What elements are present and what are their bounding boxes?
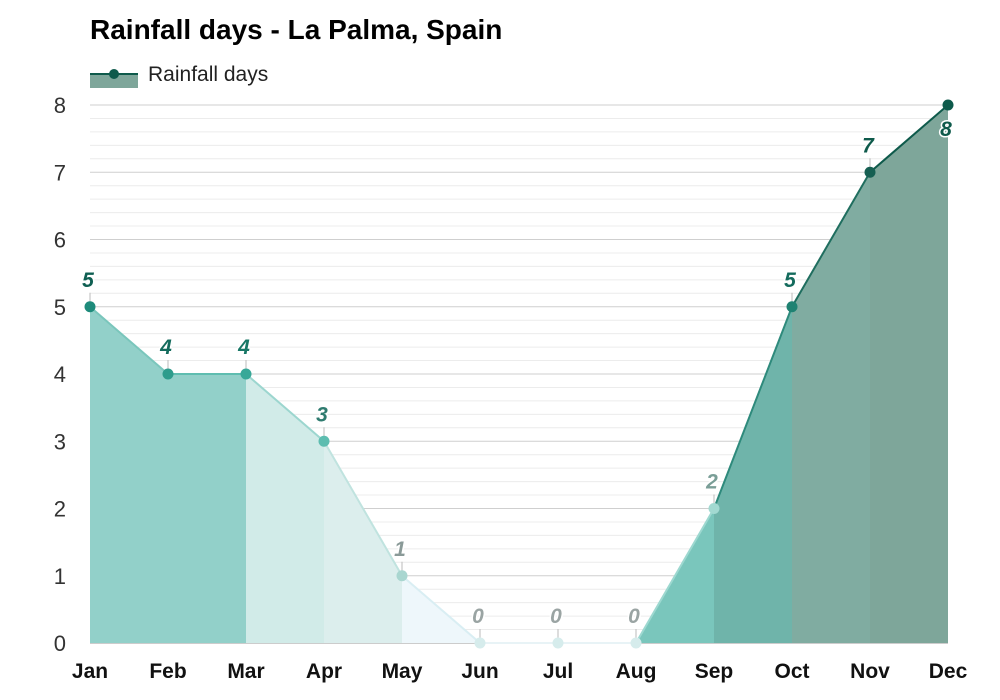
x-tick-label-jun: Jun [461, 660, 498, 683]
chart-title: Rainfall days - La Palma, Spain [90, 14, 503, 45]
area-segment-jan [90, 306, 168, 643]
area-segments [90, 105, 948, 643]
line-segment-jan [89, 305, 169, 375]
data-point-may[interactable] [396, 570, 408, 582]
x-axis-ticks: Jan Feb Mar Apr May Jun Jul Aug Sep Oct Nov Dec [72, 660, 968, 683]
data-point-feb[interactable] [162, 368, 174, 380]
y-axis-ticks: 0 1 2 3 4 5 6 7 8 [54, 93, 66, 656]
data-label-jan: 5 [82, 269, 94, 292]
area-segment-nov [870, 105, 948, 643]
data-point-jun[interactable] [474, 637, 486, 649]
data-label-apr: 3 [316, 403, 328, 426]
data-label-aug: 0 [628, 605, 640, 628]
x-tick-label-feb: Feb [149, 660, 186, 683]
data-point-apr[interactable] [318, 435, 330, 447]
y-tick-label: 1 [54, 564, 66, 589]
line-segment-mar [245, 373, 325, 443]
y-tick-label: 3 [54, 429, 66, 454]
x-tick-label-apr: Apr [306, 660, 342, 683]
x-tick-label-aug: Aug [616, 660, 657, 683]
data-point-aug[interactable] [630, 637, 642, 649]
line-segments [89, 104, 949, 644]
legend-label: Rainfall days [148, 63, 269, 86]
data-point-mar[interactable] [240, 368, 252, 380]
legend[interactable]: Rainfall days [90, 60, 268, 90]
line-segment-nov [869, 104, 949, 174]
data-point-dec[interactable] [942, 99, 954, 111]
data-label-feb: 4 [159, 336, 172, 359]
data-point-jan[interactable] [84, 301, 96, 313]
x-tick-label-mar: Mar [227, 660, 264, 683]
x-tick-label-nov: Nov [850, 660, 890, 683]
data-point-nov[interactable] [864, 166, 876, 178]
y-tick-label: 2 [54, 497, 66, 522]
line-segment-may [401, 574, 481, 644]
data-label-may: 1 [394, 538, 406, 561]
line-segment-sep [713, 306, 793, 509]
data-label-sep: 2 [705, 471, 718, 494]
area-segment-apr [324, 441, 402, 643]
data-point-oct[interactable] [786, 301, 798, 313]
data-label-dec: 8 [940, 118, 952, 141]
data-points [84, 99, 954, 649]
data-label-mar: 4 [237, 336, 250, 359]
data-label-jun: 0 [472, 605, 484, 628]
y-tick-label: 8 [54, 93, 66, 118]
x-tick-label-oct: Oct [774, 660, 809, 683]
data-labels: 5 4 4 3 1 0 0 0 2 5 7 8 [81, 117, 954, 630]
area-segment-feb [168, 374, 246, 643]
legend-swatch-icon [90, 69, 138, 88]
line-segment-oct [791, 171, 871, 308]
data-label-nov: 7 [862, 134, 875, 157]
x-tick-label-dec: Dec [929, 660, 968, 683]
y-tick-label: 5 [54, 295, 66, 320]
y-tick-label: 4 [54, 362, 66, 387]
data-label-jul: 0 [550, 605, 562, 628]
area-segment-oct [792, 172, 870, 643]
data-point-sep[interactable] [708, 503, 720, 514]
line-segment-apr [323, 440, 403, 577]
x-tick-label-may: May [382, 660, 423, 683]
area-segment-sep [714, 306, 792, 643]
area-segment-mar [246, 374, 324, 643]
x-tick-label-jan: Jan [72, 660, 108, 683]
y-tick-label: 7 [54, 160, 66, 185]
line-segment-aug [635, 507, 715, 644]
x-tick-label-sep: Sep [695, 660, 734, 683]
y-tick-label: 0 [54, 631, 66, 656]
data-label-oct: 5 [784, 269, 796, 292]
x-tick-label-jul: Jul [543, 660, 573, 683]
y-tick-label: 6 [54, 228, 66, 253]
data-point-jul[interactable] [552, 637, 564, 649]
